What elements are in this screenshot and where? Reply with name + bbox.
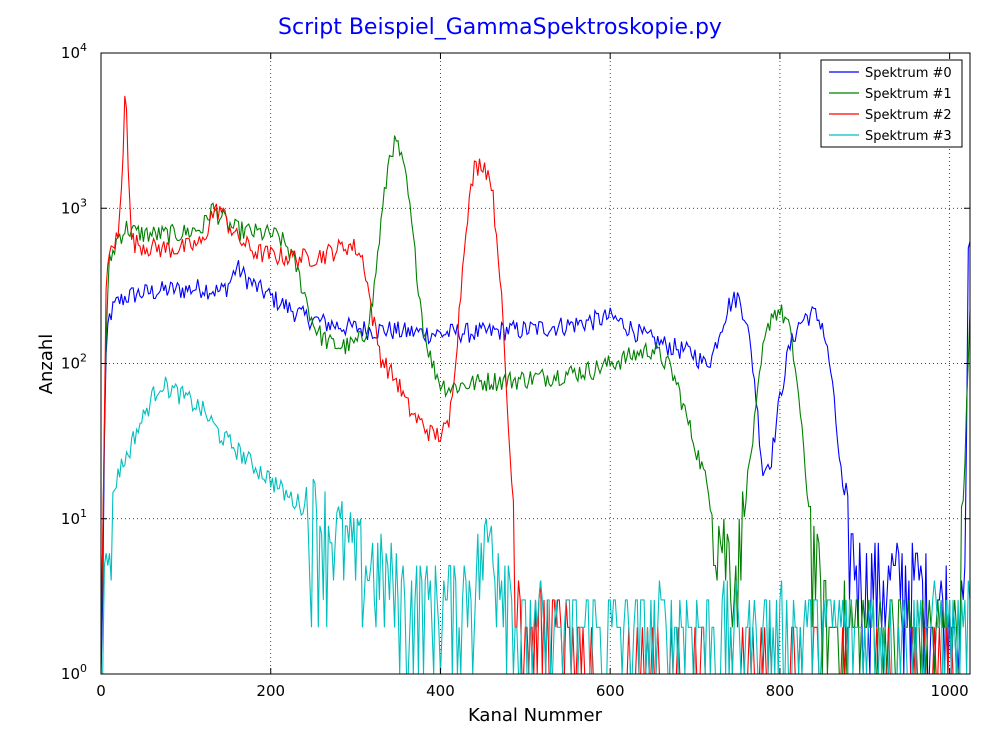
x-tick-label: 200 — [256, 682, 285, 700]
x-tick-label: 0 — [96, 682, 106, 700]
legend-label: Spektrum #2 — [865, 108, 952, 123]
grid — [101, 53, 970, 674]
y-tick-label: 101 — [61, 507, 87, 528]
series-line-2 — [101, 95, 970, 674]
y-tick-label: 103 — [61, 196, 87, 217]
chart-title: Script Beispiel_GammaSpektroskopie.py — [278, 15, 722, 40]
x-axis-label: Kanal Nummer — [468, 705, 603, 726]
series-line-0 — [101, 241, 970, 674]
x-axis: 0 200 400 600 800 1000 — [96, 53, 969, 700]
series-line-3 — [101, 376, 970, 674]
plot-area — [101, 95, 970, 674]
legend: Spektrum #0 Spektrum #1 Spektrum #2 Spektru… — [820, 59, 963, 148]
legend-label: Spektrum #3 — [865, 129, 952, 144]
x-tick-label: 800 — [766, 682, 795, 700]
legend-box — [820, 59, 963, 148]
x-tick-label: 600 — [596, 682, 625, 700]
series-line-1 — [101, 135, 970, 674]
y-axis-label: Anzahl — [36, 334, 57, 395]
x-tick-label: 400 — [426, 682, 455, 700]
legend-label: Spektrum #1 — [865, 87, 952, 102]
y-tick-label: 104 — [61, 41, 87, 62]
y-tick-label: 100 — [61, 662, 87, 683]
x-tick-label: 1000 — [931, 682, 969, 700]
legend-label: Spektrum #0 — [865, 66, 952, 81]
y-tick-label: 102 — [61, 352, 87, 373]
y-axis: 100 101 102 103 104 — [61, 41, 970, 683]
